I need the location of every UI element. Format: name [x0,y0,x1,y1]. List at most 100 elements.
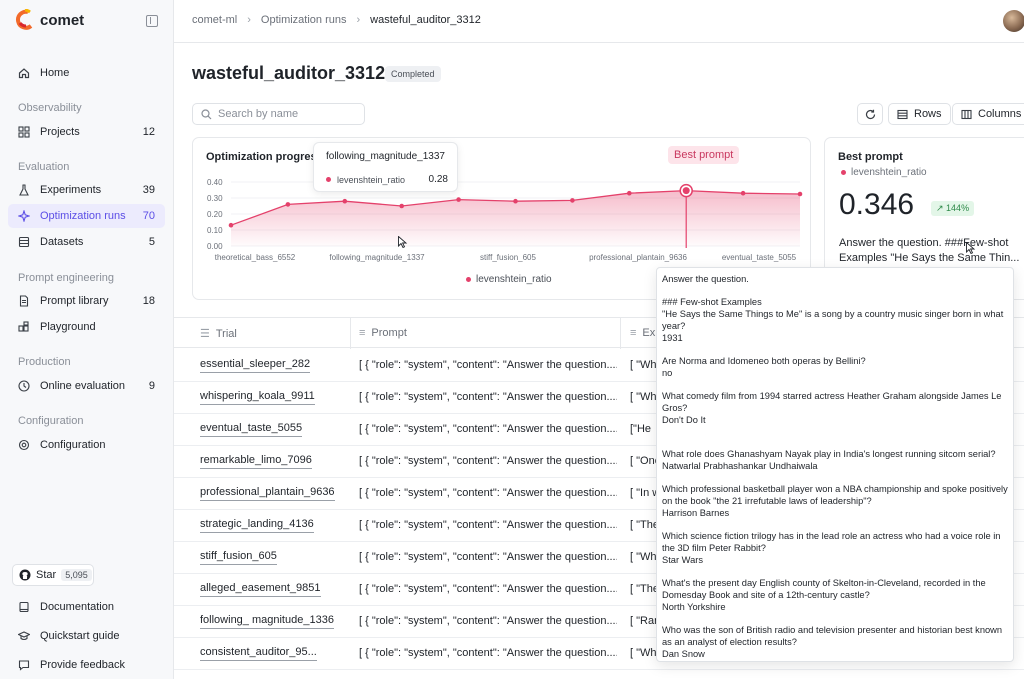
collapse-sidebar-icon[interactable] [146,15,158,27]
best-prompt-tag: Best prompt [668,146,740,164]
prompt-popover[interactable]: Answer the question. ### Few-shot Example… [656,267,1014,662]
optimization-progress-chart[interactable]: 0.40 0.30 0.20 0.10 0.00 theoretical_bass_655… [193,138,812,301]
examples-cell[interactable]: [ "Wh [630,391,657,403]
sidebar-item-count: 18 [142,295,155,307]
data-point[interactable] [570,198,575,203]
y-tick-label: 0.40 [207,178,223,187]
table-row[interactable]: eventual_taste_5055 [ { "role": "system",… [174,414,1024,446]
data-point[interactable] [399,203,404,209]
column-header-prompt[interactable]: ≡ Prompt [359,327,407,339]
trial-name-link[interactable]: eventual_taste_5055 [200,422,303,437]
sidebar-item-feedback[interactable]: Provide feedback [8,653,165,677]
table-row[interactable]: consistent_auditor_95... [ { "role": "sys… [174,638,1024,670]
sidebar-item-datasets[interactable]: Datasets 5 [8,230,165,254]
sidebar-item-online-evaluation[interactable]: Online evaluation 9 [8,374,165,398]
table-row[interactable]: alleged_easement_9851 [ { "role": "system… [174,574,1024,606]
sidebar-item-home[interactable]: Home [8,61,165,85]
prompt-cell[interactable]: [ { "role": "system", "content": "Answer… [359,359,617,371]
section-production: Production [18,356,71,368]
prompt-cell[interactable]: [ { "role": "system", "content": "Answer… [359,519,617,531]
examples-cell[interactable]: ["He [630,423,652,435]
popover-line: North Yorkshire [662,602,726,612]
table-row[interactable]: professional_plantain_9636 [ { "role": "s… [174,478,1024,510]
comet-logo[interactable]: comet [14,9,84,31]
trial-name-link[interactable]: following_ magnitude_1336 [200,614,334,629]
best-prompt-title: Best prompt [838,151,903,163]
search-input[interactable] [218,108,358,120]
table-row[interactable]: following_ magnitude_1336 [ { "role": "sy… [174,606,1024,638]
score-change-badge: ↗ 144% [931,201,975,216]
trial-name-link[interactable]: whispering_koala_9911 [200,390,315,405]
sidebar-item-quickstart[interactable]: Quickstart guide [8,624,165,648]
table-row[interactable]: whispering_koala_9911 [ { "role": "system… [174,382,1024,414]
trial-name-link[interactable]: alleged_easement_9851 [200,582,321,597]
metric-dot [841,170,846,175]
data-point[interactable] [797,191,803,197]
column-header-examples[interactable]: ≡ Ex [630,327,655,339]
trial-name-link[interactable]: strategic_landing_4136 [200,518,314,533]
prompt-cell[interactable]: [ { "role": "system", "content": "Answer… [359,647,617,659]
breadcrumb-workspace[interactable]: comet-ml [192,14,238,26]
popover-line: Answer the question. [662,274,749,284]
examples-cell[interactable]: [ "Wh [630,647,657,659]
sidebar-item-optimization-runs[interactable]: Optimization runs 70 [8,204,165,228]
trial-name-link[interactable]: stiff_fusion_605 [200,550,277,565]
data-point[interactable] [456,197,461,202]
sidebar-item-playground[interactable]: Playground [8,315,165,339]
sidebar-item-projects[interactable]: Projects 12 [8,120,165,144]
metric-name: levenshtein_ratio [851,167,927,178]
table-row[interactable]: strategic_landing_4136 [ { "role": "syste… [174,510,1024,542]
data-point[interactable] [513,198,518,204]
best-data-point[interactable] [682,187,690,195]
popover-line: year? [662,321,686,331]
column-header-trial[interactable]: ☰ Trial [200,327,237,341]
data-point[interactable] [740,190,746,196]
prompt-cell[interactable]: [ { "role": "system", "content": "Answer… [359,455,617,467]
data-point[interactable] [228,222,234,228]
rows-button[interactable]: Rows [888,103,951,125]
prompt-cell[interactable]: [ { "role": "system", "content": "Answer… [359,391,617,403]
trial-name-link[interactable]: professional_plantain_9636 [200,486,335,501]
popover-line: as an analyst of election results? [662,637,797,647]
examples-cell[interactable]: [ "Wh [630,359,657,371]
trial-name-link[interactable]: essential_sleeper_282 [200,358,311,373]
github-star-button[interactable]: Star 5,095 [12,564,94,586]
examples-cell[interactable]: [ "The [630,519,659,531]
rows-icon [897,109,908,119]
table-row[interactable]: essential_sleeper_282 [ { "role": "system… [174,350,1024,382]
sidebar-item-documentation[interactable]: Documentation [8,595,165,619]
prompt-cell[interactable]: [ { "role": "system", "content": "Answer… [359,615,617,627]
page-title: wasteful_auditor_3312 [192,63,386,83]
trial-name-link[interactable]: consistent_auditor_95... [200,646,317,661]
examples-cell[interactable]: [ "Wh [630,551,657,563]
breadcrumb-section[interactable]: Optimization runs [260,14,347,26]
prompt-cell[interactable]: [ { "role": "system", "content": "Answer… [359,551,617,563]
data-point[interactable] [342,198,348,204]
y-tick-label: 0.30 [207,194,223,203]
table-header: ☰ Trial ≡ Prompt ≡ Ex [174,317,1024,349]
prompt-cell[interactable]: [ { "role": "system", "content": "Answer… [359,423,617,435]
user-avatar[interactable] [1003,10,1024,32]
examples-cell[interactable]: [ "Rar [630,615,658,627]
sidebar-item-prompt-library[interactable]: Prompt library 18 [8,289,165,313]
prompt-cell[interactable]: [ { "role": "system", "content": "Answer… [359,583,617,595]
data-point[interactable] [285,202,291,207]
examples-cell[interactable]: [ "In w [630,487,661,499]
best-prompt-text[interactable]: Answer the question. ###Few-shot Example… [839,237,1020,264]
grid-icon [18,126,30,138]
chart-legend[interactable]: levenshtein_ratio [466,274,552,285]
popover-line: 1931 [662,333,683,343]
table-row[interactable]: remarkable_limo_7096 [ { "role": "system"… [174,446,1024,478]
refresh-button[interactable] [857,103,883,125]
examples-cell[interactable]: [ "The [630,583,659,595]
search-box[interactable] [192,103,365,125]
data-point[interactable] [627,190,632,196]
sidebar-item-experiments[interactable]: Experiments 39 [8,178,165,202]
examples-cell[interactable]: [ "One [630,455,661,467]
columns-button[interactable]: Columns [952,103,1024,125]
search-icon [201,108,212,119]
sidebar-item-configuration[interactable]: Configuration [8,433,165,457]
trial-name-link[interactable]: remarkable_limo_7096 [200,454,312,469]
table-row[interactable]: stiff_fusion_605 [ { "role": "system", "c… [174,542,1024,574]
prompt-cell[interactable]: [ { "role": "system", "content": "Answer… [359,487,617,499]
